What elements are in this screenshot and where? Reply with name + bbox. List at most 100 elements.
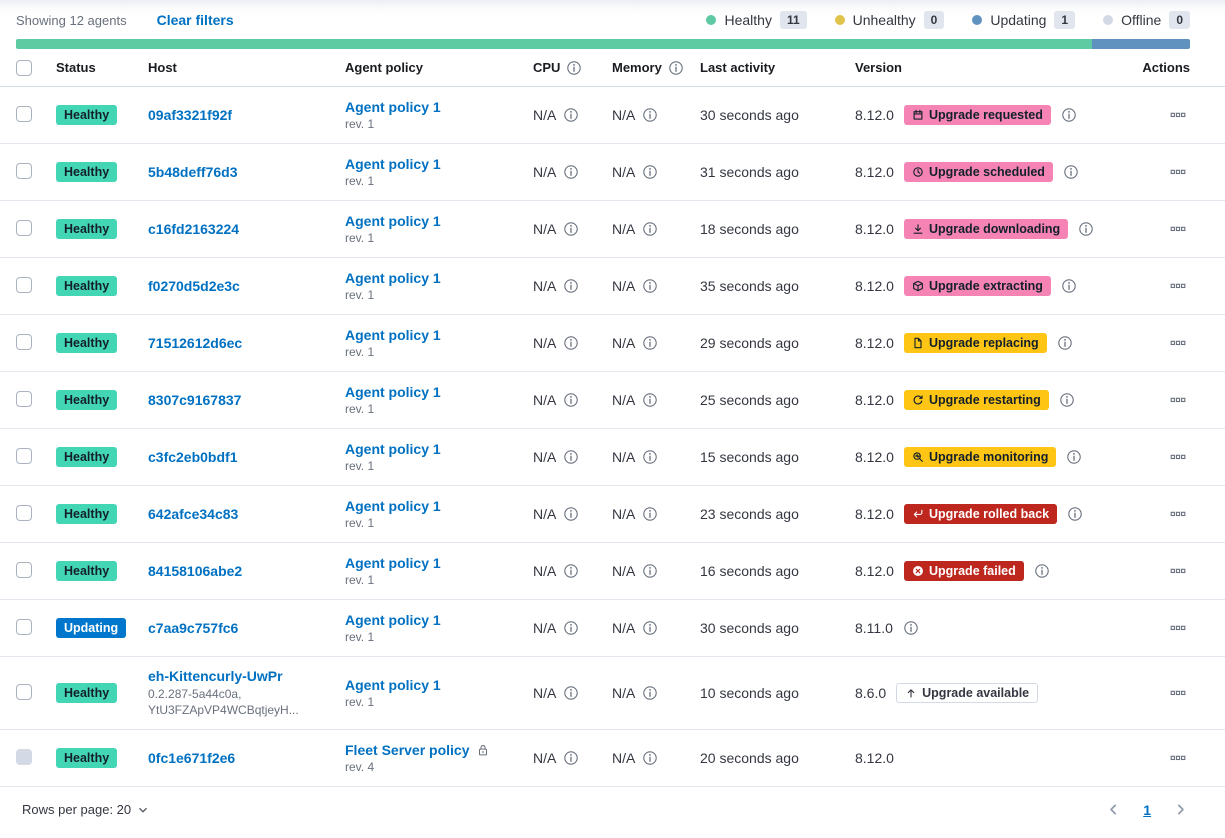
memory-value-info-icon[interactable] [642,750,658,766]
row-actions-button[interactable] [1166,274,1190,298]
chevron-down-icon [136,803,150,817]
cpu-value-info-icon[interactable] [563,506,579,522]
cpu-value-info-icon[interactable] [563,685,579,701]
agent-policy-link[interactable]: Fleet Server policy [345,742,470,758]
agent-policy-link[interactable]: Agent policy 1 [345,99,441,115]
row-actions-button[interactable] [1166,388,1190,412]
cpu-value-info-icon[interactable] [563,392,579,408]
agent-policy-link[interactable]: Agent policy 1 [345,327,441,343]
row-actions-button[interactable] [1166,616,1190,640]
memory-value-info-icon[interactable] [642,278,658,294]
row-actions-button[interactable] [1166,331,1190,355]
host-link[interactable]: 0fc1e671f2e6 [148,750,236,766]
last-activity-value: 20 seconds ago [700,750,799,766]
row-actions-button[interactable] [1166,502,1190,526]
upgrade-detail-info-icon[interactable] [1061,278,1077,294]
cpu-value-info-icon[interactable] [563,750,579,766]
host-link[interactable]: eh-Kittencurly-UwPr [148,667,283,684]
row-checkbox[interactable] [16,504,32,521]
memory-value-info-icon[interactable] [642,620,658,636]
row-actions-button[interactable] [1166,445,1190,469]
agent-policy-link[interactable]: Agent policy 1 [345,270,441,286]
row-checkbox[interactable] [16,276,32,293]
memory-value-info-icon[interactable] [642,685,658,701]
agent-policy-link[interactable]: Agent policy 1 [345,441,441,457]
host-link[interactable]: f0270d5d2e3c [148,278,240,294]
cpu-value-info-icon[interactable] [563,107,579,123]
upgrade-detail-info-icon[interactable] [1078,221,1094,237]
cpu-value-info-icon[interactable] [563,164,579,180]
row-checkbox[interactable] [16,333,32,350]
status-badge: Updating [56,618,127,638]
agent-policy-link[interactable]: Agent policy 1 [345,156,441,172]
select-all-checkbox[interactable] [16,59,32,76]
row-checkbox[interactable] [16,105,32,122]
upgrade-detail-info-icon[interactable] [1057,335,1073,351]
boxes-horizontal-icon [1170,335,1186,351]
rows-per-page-button[interactable]: Rows per page: 20 [16,801,156,818]
cpu-value-info-icon[interactable] [563,278,579,294]
upgrade-detail-info-icon[interactable] [1034,563,1050,579]
agent-policy-link[interactable]: Agent policy 1 [345,498,441,514]
memory-value-info-icon[interactable] [642,506,658,522]
upgrade-status-badge: Upgrade available [896,683,1039,703]
next-page-button[interactable] [1171,800,1190,819]
host-link[interactable]: 09af3321f92f [148,107,233,123]
memory-info-icon[interactable] [668,60,684,76]
memory-value-info-icon[interactable] [642,392,658,408]
cpu-value-info-icon[interactable] [563,335,579,351]
memory-value-info-icon[interactable] [642,449,658,465]
host-link[interactable]: c7aa9c757fc6 [148,620,239,636]
row-checkbox[interactable] [16,447,32,464]
previous-page-button[interactable] [1104,800,1123,819]
upgrade-detail-info-icon[interactable] [903,620,919,636]
agent-policy-link[interactable]: Agent policy 1 [345,384,441,400]
agent-policy-link[interactable]: Agent policy 1 [345,677,441,693]
memory-value-info-icon[interactable] [642,107,658,123]
agent-policy-link[interactable]: Agent policy 1 [345,555,441,571]
row-actions-button[interactable] [1166,559,1190,583]
memory-value: N/A [612,221,636,237]
row-checkbox[interactable] [16,561,32,578]
host-link[interactable]: 84158106abe2 [148,563,243,579]
host-link[interactable]: c3fc2eb0bdf1 [148,449,238,465]
memory-value-info-icon[interactable] [642,335,658,351]
clear-filters-link[interactable]: Clear filters [156,12,234,28]
cpu-value-info-icon[interactable] [563,449,579,465]
upgrade-detail-info-icon[interactable] [1061,107,1077,123]
cpu-value-info-icon[interactable] [563,620,579,636]
memory-value-info-icon[interactable] [642,164,658,180]
row-actions-button[interactable] [1166,103,1190,127]
row-actions-button[interactable] [1166,746,1190,770]
row-checkbox[interactable] [16,390,32,407]
upgrade-detail-info-icon[interactable] [1066,449,1082,465]
upgrade-detail-info-icon[interactable] [1063,164,1079,180]
status-badge: Healthy [56,333,118,353]
cpu-value: N/A [533,335,557,351]
row-actions-button[interactable] [1166,217,1190,241]
cpu-value-info-icon[interactable] [563,221,579,237]
host-link[interactable]: 5b48deff76d3 [148,164,238,180]
row-actions-button[interactable] [1166,160,1190,184]
row-actions-button[interactable] [1166,681,1190,705]
row-checkbox[interactable] [16,683,32,700]
memory-value-info-icon[interactable] [642,563,658,579]
memory-value: N/A [612,685,636,701]
row-checkbox[interactable] [16,162,32,179]
cpu-info-icon[interactable] [566,60,582,76]
row-checkbox[interactable] [16,618,32,635]
cpu-value-info-icon[interactable] [563,563,579,579]
host-link[interactable]: 8307c9167837 [148,392,242,408]
agent-policy-link[interactable]: Agent policy 1 [345,612,441,628]
row-checkbox[interactable] [16,219,32,236]
status-badge: Healthy [56,105,118,125]
upgrade-detail-info-icon[interactable] [1059,392,1075,408]
page-number-1[interactable]: 1 [1143,801,1151,818]
host-link[interactable]: 642afce34c83 [148,506,239,522]
agent-policy-link[interactable]: Agent policy 1 [345,213,441,229]
host-link[interactable]: c16fd2163224 [148,221,240,237]
host-link[interactable]: 71512612d6ec [148,335,243,351]
memory-value-info-icon[interactable] [642,221,658,237]
pagination: 1 [1104,800,1190,819]
upgrade-detail-info-icon[interactable] [1067,506,1083,522]
